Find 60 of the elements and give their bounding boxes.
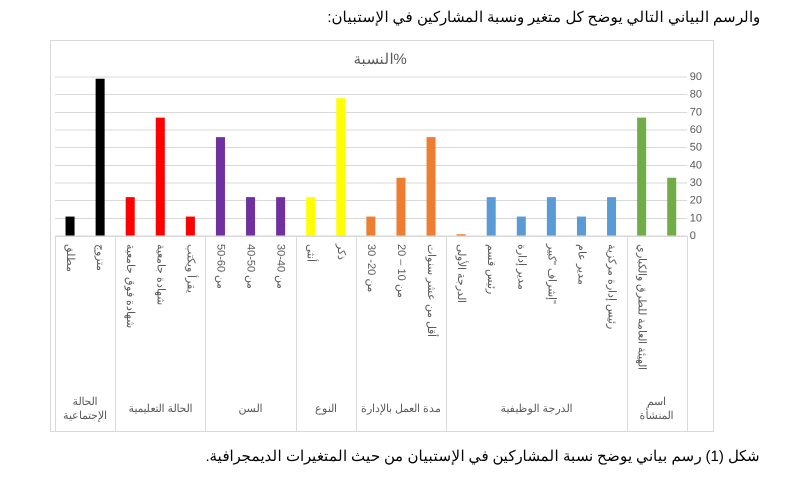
y-tick-label: 70 (690, 106, 702, 118)
bar (216, 137, 225, 236)
x-tick-label: مدير عام (575, 244, 588, 286)
chart-title: النسبة% (353, 51, 407, 68)
bar (366, 216, 376, 236)
bar (396, 178, 406, 236)
bar (246, 197, 256, 236)
y-tick-label: 0 (690, 230, 696, 242)
bar (426, 137, 436, 236)
y-tick-label: 90 (690, 71, 702, 84)
bar (126, 197, 135, 236)
bar (546, 197, 556, 236)
text: شكل (1) رسم بياني يوضح نسبة المشاركين في الإستبيان من حيث المتغيرات الديمجرافية. (205, 447, 760, 465)
x-tick-label: من 10 – 20 (394, 244, 407, 298)
bar (186, 216, 195, 236)
bar (306, 197, 316, 236)
x-tick-label: رئيس قسم (485, 244, 498, 294)
y-tick-label: 20 (690, 194, 702, 207)
bar (576, 216, 586, 236)
x-tick-label: أقل من عشر سنوات (425, 244, 440, 338)
y-tick-label: 40 (690, 159, 702, 172)
bar (516, 216, 526, 236)
x-tick-label: الهيئة العامة للطرق والكباري (636, 244, 648, 370)
text: السن (238, 403, 263, 416)
x-tick-label: من 40-30 (274, 244, 287, 290)
text: الحالة التعليمية (128, 403, 192, 416)
x-tick-label: متزوج (94, 244, 106, 271)
bar (336, 98, 346, 236)
x-tick-label: ذكر (334, 243, 347, 260)
bar (96, 78, 105, 236)
text: والرسم البياني التالي يوضح كل متغير ونسبة المشاركين في الإستبيان: (327, 8, 760, 26)
text: الدرجة الوظيفية (500, 403, 572, 416)
bar (667, 178, 676, 236)
bar (66, 216, 75, 236)
x-tick-label: رئيس إدارة مركزية (606, 244, 618, 330)
text: مدة العمل بالإدارة (360, 403, 442, 416)
x-tick-label: الدرجة الأولى (455, 244, 470, 304)
text: النوع (314, 403, 337, 416)
text: اسم المنشأة (640, 396, 674, 422)
bar (276, 197, 286, 236)
bar (607, 197, 616, 236)
bar (486, 197, 496, 236)
x-tick-label: من 60-50 (214, 244, 226, 290)
x-tick-label: أنثى (304, 244, 319, 262)
y-tick-label: 50 (690, 142, 702, 154)
y-tick-label: 30 (690, 177, 702, 190)
x-tick-label: من 20- 30 (364, 244, 377, 292)
x-tick-label: شهادة جامعية (154, 244, 166, 306)
x-tick-label: إشراف "كبير" (545, 243, 558, 304)
x-tick-label: شهادة فوق جامعية (124, 244, 136, 328)
bar (156, 118, 165, 236)
text: الحالة الإجتماعية (63, 396, 108, 422)
x-tick-label: مطلق (64, 244, 76, 272)
x-tick-label: يقرأ ويكتب (184, 244, 198, 294)
y-tick-label: 80 (690, 88, 702, 101)
y-tick-label: 60 (690, 124, 702, 136)
x-tick-label: من 50-40 (244, 244, 257, 290)
x-tick-label: مدير إدارة (515, 244, 528, 290)
y-tick-label: 10 (690, 212, 702, 224)
bar (637, 118, 646, 236)
